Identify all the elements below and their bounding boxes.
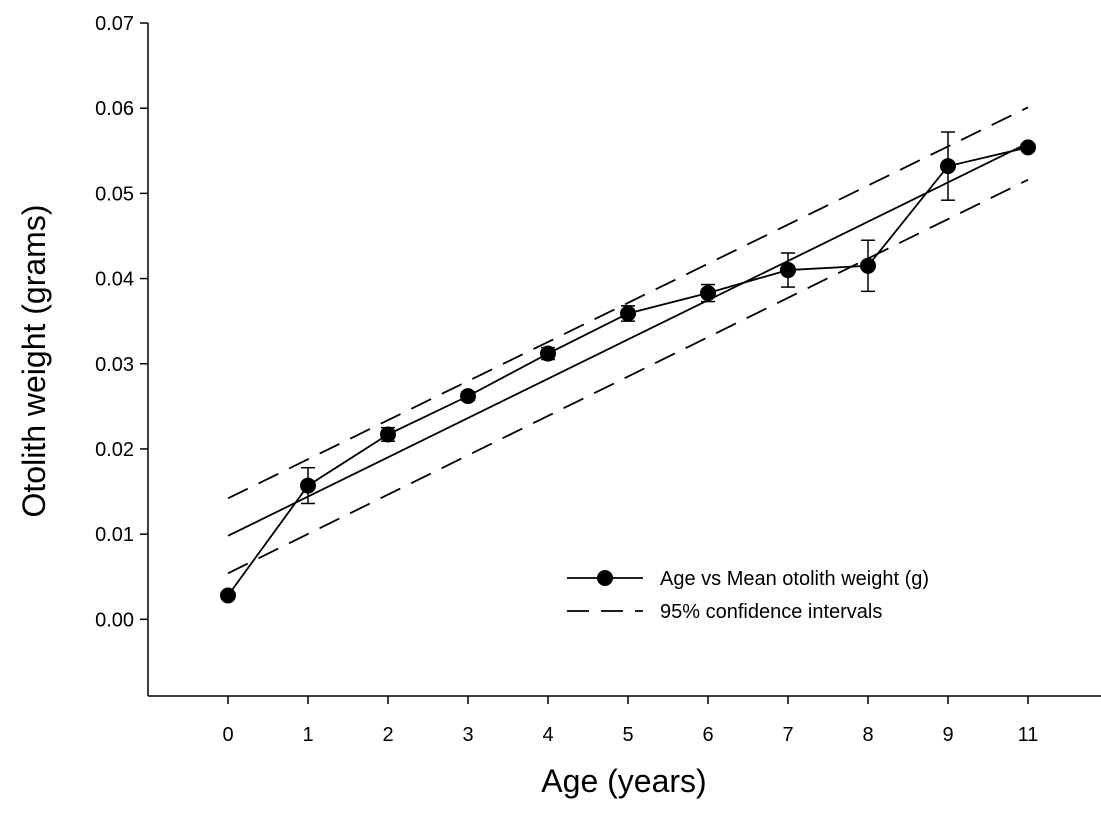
x-tick-label: 5	[622, 724, 633, 746]
plot-area	[220, 106, 1036, 604]
y-tick-label: 0.03	[95, 354, 134, 376]
x-tick-label: 11	[1018, 724, 1039, 746]
data-point	[620, 305, 636, 322]
mean-series-line	[227, 146, 1029, 597]
legend: Age vs Mean otolith weight (g) 95% confi…	[567, 568, 929, 623]
data-point	[380, 426, 396, 443]
data-point	[300, 477, 316, 494]
data-point	[1020, 139, 1036, 156]
data-point	[460, 388, 476, 405]
regression-line	[227, 142, 1029, 537]
x-tick-label: 3	[462, 724, 473, 746]
x-tick-label: 2	[382, 724, 393, 746]
data-point	[780, 262, 796, 279]
legend-label-mean: Age vs Mean otolith weight (g)	[660, 568, 929, 590]
y-tick-label: 0.04	[95, 269, 134, 291]
ci-upper-line	[227, 106, 1029, 500]
x-tick-label: 7	[782, 724, 793, 746]
y-axis-title: Otolith weight (grams)	[16, 205, 52, 518]
x-axis-title: Age (years)	[541, 763, 706, 799]
legend-label-ci: 95% confidence intervals	[660, 601, 882, 623]
x-tick-label: 9	[942, 724, 953, 746]
ci-lower-line	[227, 178, 1029, 575]
y-tick-label: 0.05	[95, 183, 134, 205]
data-point	[860, 257, 876, 274]
y-tick-label: 0.01	[95, 524, 134, 546]
x-tick-label: 1	[302, 724, 313, 746]
axes: 0.00 0.01 0.02 0.03 0.04 0.05 0.06 0.07 0 1 2 3 4 5 6 7…	[95, 13, 1101, 746]
data-point	[700, 285, 716, 302]
x-tick-label: 8	[862, 724, 873, 746]
x-tick-label: 6	[702, 724, 713, 746]
x-tick-label: 0	[222, 724, 233, 746]
y-tick-label: 0.00	[95, 609, 134, 631]
y-tick-label: 0.06	[95, 98, 134, 120]
legend-marker-mean	[597, 570, 613, 586]
x-tick-label: 4	[542, 724, 553, 746]
data-point	[540, 345, 556, 362]
y-tick-label: 0.02	[95, 439, 134, 461]
y-tick-label: 0.07	[95, 13, 134, 35]
data-point	[220, 587, 236, 604]
data-point	[940, 158, 956, 175]
